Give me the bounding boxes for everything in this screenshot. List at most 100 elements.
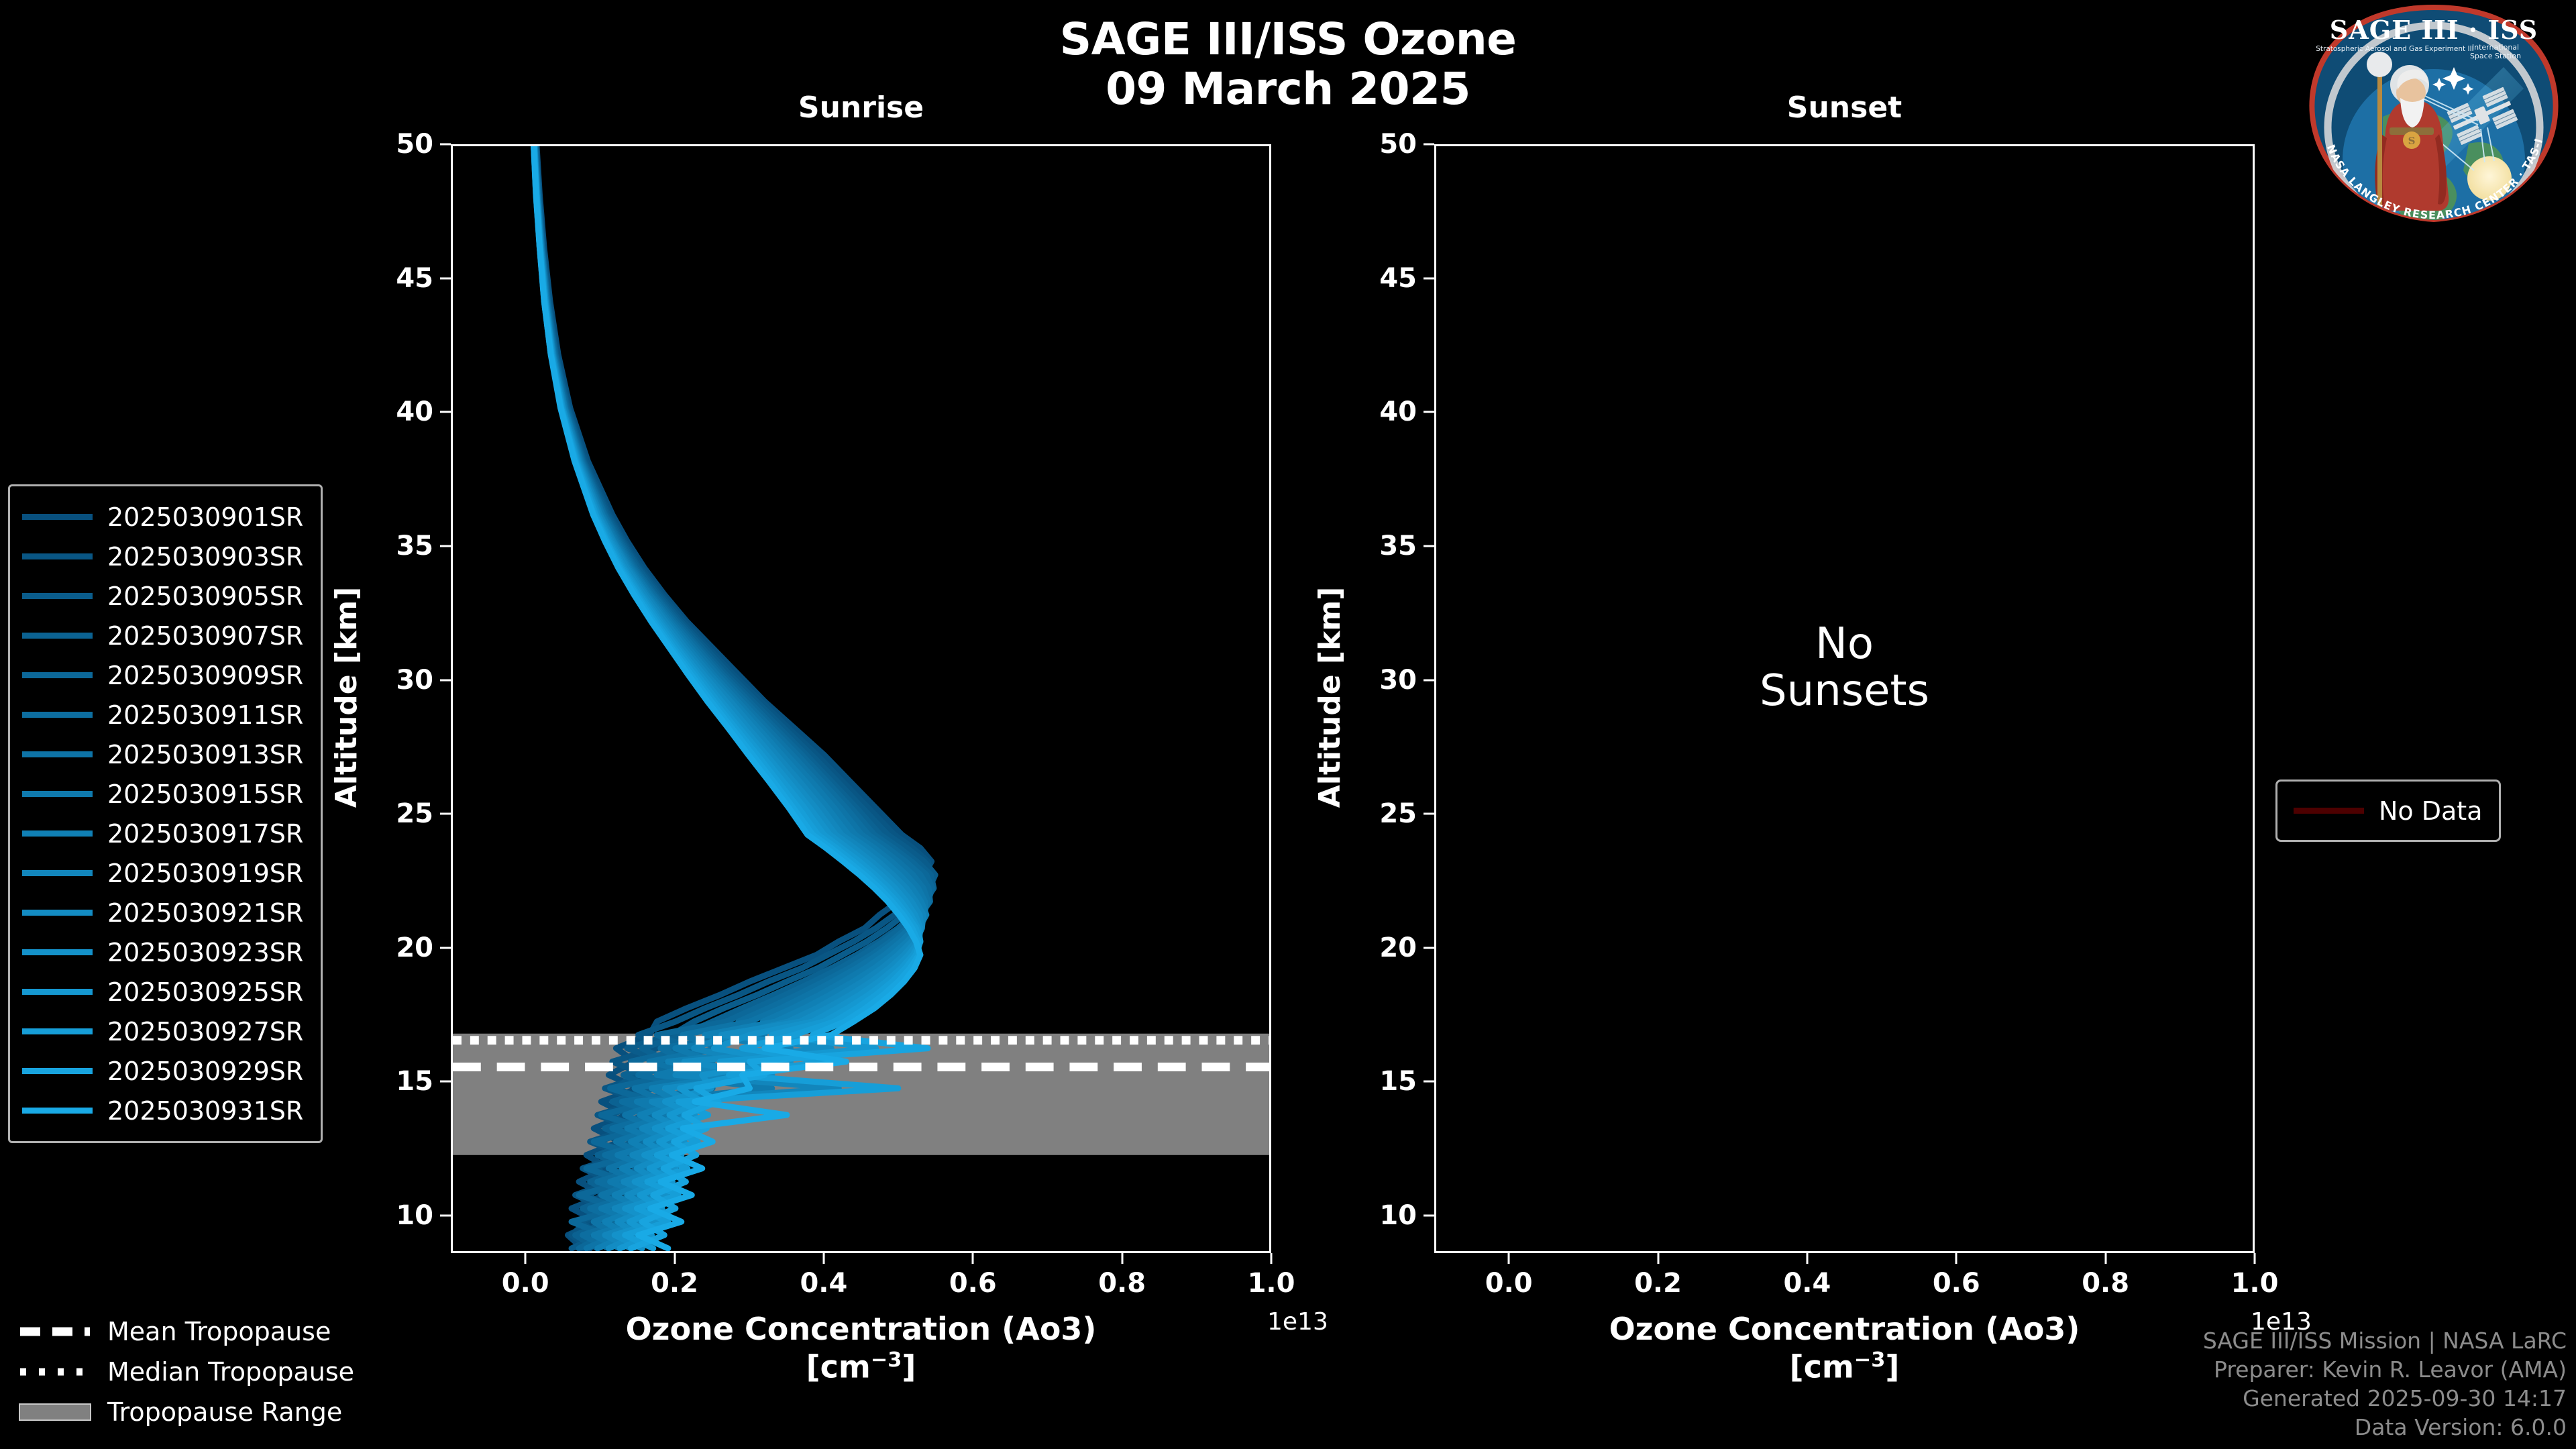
y-axis-tick-label-sunrise: 50 [396, 129, 433, 160]
legend-row-event[interactable]: 2025030907SR [22, 616, 303, 655]
x-axis-tick-mark-sunrise [524, 1253, 527, 1264]
x-axis-tick-mark-sunrise [674, 1253, 676, 1264]
legend-row-event[interactable]: 2025030927SR [22, 1012, 303, 1051]
event-line-swatch [22, 791, 93, 797]
no-data-legend: No Data [2275, 780, 2501, 842]
y-axis-tick-mark-sunrise [440, 277, 451, 280]
event-line-swatch [22, 514, 93, 520]
event-line-swatch [22, 989, 93, 995]
y-axis-label-sunrise: Altitude [km] [329, 586, 364, 808]
legend-row-tropopause[interactable]: Mean Tropopause [19, 1311, 354, 1352]
x-axis-tick-label-sunset: 0.4 [1783, 1268, 1831, 1299]
legend-row-event[interactable]: 2025030909SR [22, 655, 303, 695]
y-axis-tick-mark-sunset [1424, 679, 1434, 682]
y-axis-tick-label-sunset: 10 [1379, 1200, 1417, 1232]
legend-row-event[interactable]: 2025030925SR [22, 972, 303, 1012]
legend-row-event[interactable]: 2025030931SR [22, 1091, 303, 1130]
event-legend-label: 2025030915SR [107, 779, 304, 809]
legend-row-event[interactable]: 2025030917SR [22, 814, 303, 853]
tropopause-legend: Mean Tropopause Median Tropopause Tropopau… [19, 1311, 354, 1432]
plot-area-sunrise [451, 144, 1271, 1253]
y-axis-tick-label-sunrise: 25 [396, 798, 433, 830]
event-line-swatch [22, 1068, 93, 1074]
footer-credits: SAGE III/ISS Mission | NASA LaRC Prepare… [2203, 1327, 2567, 1442]
tropopause-legend-label: Tropopause Range [107, 1397, 343, 1427]
x-axis-tick-label-sunset: 0.8 [2082, 1268, 2130, 1299]
event-line-swatch [22, 870, 93, 876]
tropopause-range-swatch [19, 1401, 91, 1424]
y-axis-tick-mark-sunset [1424, 1080, 1434, 1083]
x-axis-tick-label-sunrise: 1.0 [1247, 1268, 1295, 1299]
legend-row-event[interactable]: 2025030911SR [22, 695, 303, 735]
y-axis-tick-mark-sunset [1424, 277, 1434, 280]
y-axis-tick-label-sunset: 45 [1379, 262, 1417, 294]
footer-line-generated: Generated 2025-09-30 14:17 [2243, 1385, 2567, 1412]
y-axis-tick-label-sunrise: 10 [396, 1200, 433, 1232]
event-line-swatch [22, 1108, 93, 1114]
footer-line-mission: SAGE III/ISS Mission | NASA LaRC [2202, 1328, 2567, 1354]
event-line-swatch [22, 1028, 93, 1034]
plot-area-sunset [1434, 144, 2255, 1253]
y-axis-tick-label-sunset: 25 [1379, 798, 1417, 830]
legend-row-event[interactable]: 2025030913SR [22, 735, 303, 774]
tropopause-legend-label: Mean Tropopause [107, 1317, 331, 1346]
event-line-swatch [22, 553, 93, 559]
x-axis-units-sunrise: [cm−3] [806, 1348, 916, 1385]
y-axis-tick-mark-sunset [1424, 143, 1434, 146]
legend-row-event[interactable]: 2025030919SR [22, 853, 303, 893]
event-line-swatch [22, 712, 93, 718]
y-axis-tick-mark-sunrise [440, 1214, 451, 1217]
x-axis-tick-mark-sunset [1955, 1253, 1957, 1264]
event-legend-label: 2025030909SR [107, 660, 304, 690]
legend-row-event[interactable]: 2025030923SR [22, 932, 303, 972]
legend-row-event[interactable]: 2025030915SR [22, 774, 303, 814]
figure-title-line2: 09 March 2025 [1106, 62, 1470, 115]
svg-text:Space Station: Space Station [2470, 52, 2521, 60]
panel-title-sunrise: Sunrise [798, 91, 924, 125]
x-axis-tick-label-sunset: 1.0 [2231, 1268, 2279, 1299]
event-legend: 2025030901SR 2025030903SR 2025030905SR 2025… [8, 484, 323, 1143]
y-axis-tick-label-sunrise: 30 [396, 664, 433, 696]
legend-row-event[interactable]: 2025030903SR [22, 537, 303, 576]
x-axis-tick-mark-sunset [1806, 1253, 1809, 1264]
y-axis-tick-mark-sunrise [440, 679, 451, 682]
y-axis-tick-label-sunset: 20 [1379, 932, 1417, 963]
y-axis-tick-label-sunset: 40 [1379, 396, 1417, 428]
event-legend-label: 2025030925SR [107, 977, 304, 1007]
y-axis-tick-mark-sunset [1424, 947, 1434, 949]
legend-row-event[interactable]: 2025030929SR [22, 1051, 303, 1091]
legend-row-event[interactable]: 2025030901SR [22, 497, 303, 537]
sage-iii-iss-mission-patch-logo: S SAGE III · ISS Stratospheric Aerosol a… [2298, 0, 2565, 224]
footer-line-version: Data Version: 6.0.0 [2354, 1414, 2567, 1441]
x-axis-label-text-sunrise: Ozone Concentration (Ao3) [625, 1311, 1097, 1347]
x-axis-tick-mark-sunrise [1121, 1253, 1124, 1264]
no-sunsets-notice: No Sunsets [1434, 621, 2255, 715]
y-axis-label-sunset: Altitude [km] [1312, 586, 1347, 808]
x-axis-tick-label-sunrise: 0.0 [501, 1268, 549, 1299]
median-tropopause-swatch [19, 1360, 91, 1383]
y-axis-tick-mark-sunset [1424, 1214, 1434, 1217]
svg-text:International: International [2472, 43, 2519, 52]
y-axis-tick-mark-sunset [1424, 812, 1434, 815]
legend-row-tropopause[interactable]: Tropopause Range [19, 1392, 354, 1432]
x-axis-tick-mark-sunrise [822, 1253, 825, 1264]
event-legend-label: 2025030917SR [107, 818, 304, 849]
event-legend-label: 2025030919SR [107, 858, 304, 888]
x-axis-tick-mark-sunset [1657, 1253, 1660, 1264]
legend-row-tropopause[interactable]: Median Tropopause [19, 1352, 354, 1392]
y-axis-tick-label-sunset: 50 [1379, 129, 1417, 160]
x-axis-tick-mark-sunrise [971, 1253, 974, 1264]
y-axis-tick-mark-sunrise [440, 947, 451, 949]
y-axis-tick-label-sunrise: 15 [396, 1066, 433, 1097]
legend-row-event[interactable]: 2025030921SR [22, 893, 303, 932]
no-sunsets-line2: Sunsets [1760, 666, 1929, 716]
x-axis-tick-label-sunset: 0.6 [1932, 1268, 1980, 1299]
footer-line-preparer: Preparer: Kevin R. Leavor (AMA) [2214, 1356, 2567, 1383]
x-axis-tick-label-sunrise: 0.8 [1098, 1268, 1146, 1299]
x-axis-label-sunrise: Ozone Concentration (Ao3) [cm−3] [451, 1310, 1271, 1386]
mean-tropopause-swatch [19, 1320, 91, 1343]
x-axis-tick-label-sunrise: 0.6 [949, 1268, 997, 1299]
x-axis-tick-label-sunset: 0.0 [1485, 1268, 1533, 1299]
legend-row-event[interactable]: 2025030905SR [22, 576, 303, 616]
